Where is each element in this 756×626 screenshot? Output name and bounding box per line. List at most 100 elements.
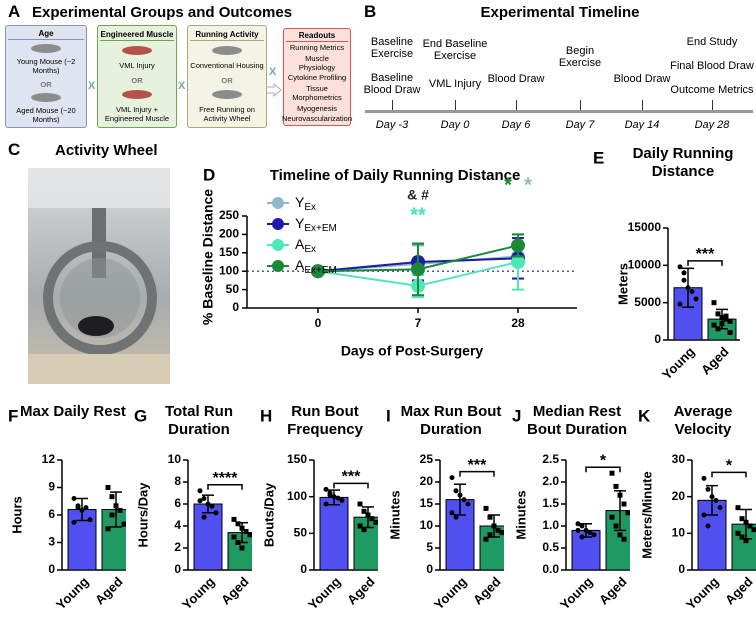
event-tick	[516, 100, 517, 110]
data-point	[743, 538, 749, 544]
box-item: Free Running on Activity Wheel	[199, 105, 255, 124]
x-tick-label: 28	[511, 316, 525, 330]
significance-bracket	[687, 260, 723, 266]
data-point	[591, 532, 597, 538]
x-tick-label: Aged	[698, 344, 732, 378]
event-tick	[392, 100, 393, 110]
data-point	[205, 501, 211, 507]
data-point	[361, 527, 367, 533]
x-tick-label: Young	[659, 344, 698, 383]
legend-name: Y	[295, 215, 305, 231]
data-point	[365, 512, 371, 518]
data-point	[239, 525, 245, 531]
significance-bracket	[207, 484, 243, 490]
chart: E 0 5000 10000 15000 Meters Young Aged ***	[593, 148, 740, 383]
mouse	[78, 316, 114, 336]
annotation: *	[504, 174, 512, 196]
data-point	[449, 475, 455, 481]
data-point	[715, 326, 721, 332]
event-label: Blood Draw	[487, 73, 545, 85]
bar	[319, 496, 349, 571]
significance-label: ****	[213, 470, 239, 487]
legend-subscript: Ex	[304, 202, 316, 213]
day-label: Day 28	[694, 119, 730, 131]
x-tick-label: Young	[179, 574, 218, 613]
photo	[28, 168, 170, 384]
y-tick-label: 5000	[634, 295, 661, 309]
group-box: Readouts Running Metrics Muscle Physiology…	[282, 28, 352, 126]
box-item: Running Metrics	[289, 43, 345, 53]
group-box: Engineered Muscle VML Injury OR VML Injury …	[97, 25, 177, 128]
x-tick-label: Aged	[596, 574, 630, 608]
data-point	[617, 492, 623, 498]
data-point	[575, 521, 581, 527]
timeline-line	[365, 110, 753, 113]
data-point	[625, 510, 630, 516]
lid	[28, 168, 170, 208]
data-point	[197, 498, 203, 504]
bedding	[28, 354, 170, 384]
chart: G 0 2 4 6 8 10 Hours/Day Young Aged ****	[134, 406, 252, 613]
box-heading: Readouts	[286, 31, 348, 42]
event-tick	[580, 100, 581, 110]
event-label: Begin Exercise	[558, 45, 602, 69]
icon	[212, 46, 242, 56]
panel-title: Experimental Groups and Outcomes	[32, 4, 293, 21]
chart-title: Run Bout Frequency	[287, 403, 363, 438]
data-point	[487, 532, 493, 538]
y-axis-title: Meters/Minute	[639, 471, 654, 558]
y-axis-title: Meters	[615, 263, 630, 305]
box-item: OR	[40, 79, 52, 89]
data-point	[499, 530, 504, 536]
data-point	[357, 523, 363, 529]
x-tick-label: Aged	[218, 574, 252, 608]
group-box: Age Young Mouse (~2 Months) OR Aged Mouse (…	[5, 25, 87, 128]
icon	[212, 90, 242, 100]
chart: F 0 3 6 9 12 Hours Young Aged	[8, 406, 126, 612]
data-point	[79, 507, 85, 513]
event-tick	[642, 100, 643, 110]
box-item: Muscle Physiology	[298, 53, 336, 72]
y-tick-label: 20	[672, 489, 686, 503]
y-tick-label: 2.5	[542, 452, 559, 466]
legend-name: A	[295, 236, 305, 252]
significance-bracket	[711, 471, 747, 478]
chart-title: Daily Running Distance	[632, 145, 734, 180]
y-tick-label: 0.0	[542, 562, 559, 576]
chart: K 0 10 20 30 Meters/Minute Young Aged *	[638, 406, 756, 613]
x-tick-label: Aged	[722, 574, 756, 608]
point	[511, 255, 525, 269]
wheel-inner	[60, 258, 140, 338]
panel-label: F	[8, 406, 18, 425]
y-tick-label: 0	[174, 562, 181, 576]
wheel	[43, 241, 157, 355]
chart-title: Median Rest Bout Duration	[527, 403, 627, 438]
data-point	[727, 318, 733, 324]
panel-label: E	[593, 148, 604, 167]
x-tick-label: Young	[683, 574, 722, 613]
data-point	[693, 296, 699, 302]
bar	[193, 503, 223, 571]
chart-title: Max Daily Rest	[20, 403, 126, 420]
box-item: Conventional Housing	[190, 61, 264, 71]
data-point	[247, 532, 252, 538]
data-point	[213, 510, 219, 516]
box-item: OR	[221, 75, 233, 85]
y-tick-label: 3	[48, 535, 55, 549]
event-label: Final Blood Draw	[670, 60, 754, 72]
y-tick-label: 20	[420, 474, 434, 488]
y-axis-title: Hours/Day	[135, 482, 150, 548]
x-tick-label: Aged	[470, 574, 504, 608]
icon	[122, 46, 152, 56]
y-tick-label: 2	[174, 540, 181, 554]
data-point	[335, 495, 341, 501]
significance-label: *	[726, 458, 733, 475]
data-point	[681, 277, 687, 283]
box-heading: Age	[8, 29, 84, 41]
data-point	[735, 530, 741, 536]
box-item: OR	[131, 75, 143, 85]
data-point	[109, 512, 115, 518]
data-point	[105, 485, 111, 490]
box-item: VML Injury	[119, 61, 155, 71]
cross: X	[178, 80, 186, 92]
